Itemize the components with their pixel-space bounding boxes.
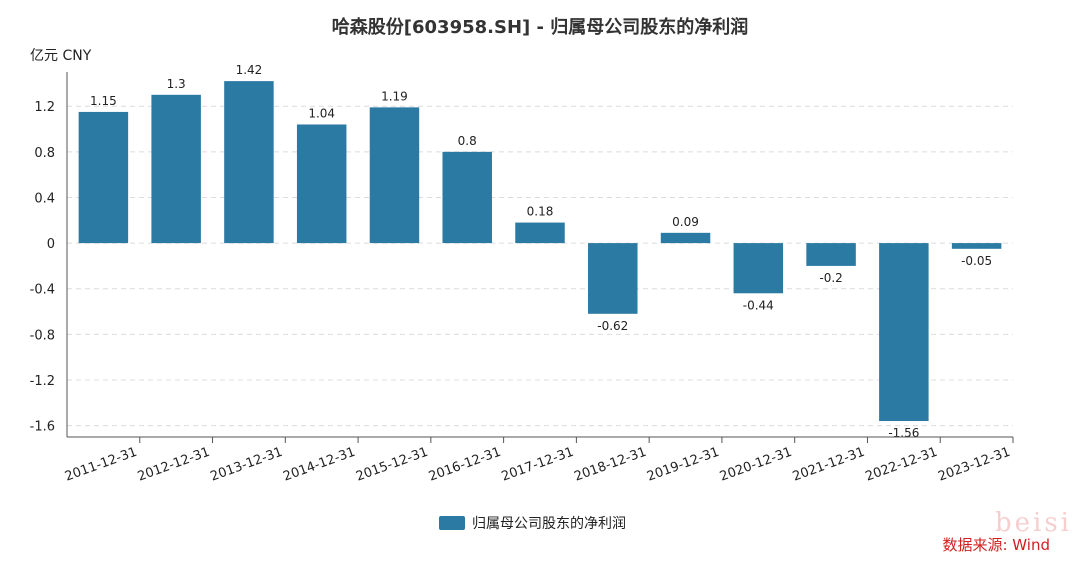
bar-2014-12-31[interactable]	[296, 124, 347, 244]
chart-title: 哈森股份[603958.SH] - 归属母公司股东的净利润	[332, 16, 748, 38]
bar-2021-12-31[interactable]	[806, 243, 856, 266]
data-label-2011-12-31: 1.15	[90, 94, 117, 108]
bars-group: 1.15 1.3 1.42 1.04 1.19 0.8 0.18 -0.62 0.09 -0.44…	[78, 63, 1002, 440]
x-tick-label: 2020-12-31	[718, 445, 794, 485]
bar-2016-12-31[interactable]	[442, 151, 492, 244]
x-tick-label: 2013-12-31	[209, 445, 285, 485]
bar-2022-12-31[interactable]	[879, 243, 929, 422]
bar-2013-12-31[interactable]	[224, 81, 274, 244]
bar-2011-12-31[interactable]	[78, 111, 129, 244]
watermark: beisi	[994, 508, 1072, 538]
bar-2012-12-31[interactable]	[151, 94, 201, 244]
data-label-2013-12-31: 1.42	[236, 63, 263, 77]
data-label-2015-12-31: 1.19	[381, 89, 408, 103]
y-tick-label: -0.8	[30, 328, 55, 343]
data-label-2014-12-31: 1.04	[308, 106, 335, 120]
bar-2018-12-31[interactable]	[588, 243, 638, 314]
x-tick-label: 2018-12-31	[572, 445, 648, 485]
data-label-2020-12-31: -0.44	[743, 298, 774, 312]
y-tick-label: -0.4	[30, 283, 55, 298]
grid-lines	[67, 105, 1013, 427]
legend[interactable]: 归属母公司股东的净利润	[439, 515, 626, 532]
x-tick-label: 2012-12-31	[136, 445, 212, 485]
x-tick-label: 2019-12-31	[645, 445, 721, 485]
data-label-2012-12-31: 1.3	[167, 77, 186, 91]
data-label-2019-12-31: 0.09	[672, 215, 699, 229]
legend-label[interactable]: 归属母公司股东的净利润	[472, 515, 626, 532]
y-tick-label: 0	[47, 237, 55, 252]
bar-2023-12-31[interactable]	[951, 243, 1002, 249]
bar-2019-12-31[interactable]	[660, 232, 711, 244]
y-tick-label: 0.8	[34, 146, 55, 161]
bar-2017-12-31[interactable]	[515, 222, 565, 244]
legend-swatch[interactable]	[439, 516, 465, 530]
y-tick-label: -1.2	[30, 374, 55, 389]
data-label-2017-12-31: 0.18	[527, 205, 554, 219]
data-label-2016-12-31: 0.8	[458, 134, 477, 148]
x-axis: 2011-12-312012-12-312013-12-312014-12-31…	[63, 436, 1014, 485]
y-axis-unit-label: 亿元 CNY	[30, 48, 92, 64]
x-tick-label: 2021-12-31	[791, 445, 867, 485]
y-tick-label: 0.4	[34, 191, 55, 206]
x-tick-label: 2022-12-31	[863, 445, 939, 485]
y-tick-label: 1.2	[34, 100, 55, 115]
x-tick-label: 2023-12-31	[936, 445, 1012, 485]
source-note: 数据来源: Wind	[942, 536, 1050, 554]
y-tick-label: -1.6	[30, 420, 55, 435]
bar-2015-12-31[interactable]	[369, 107, 420, 244]
x-tick-label: 2016-12-31	[427, 445, 503, 485]
bar-2020-12-31[interactable]	[733, 243, 784, 294]
x-tick-label: 2014-12-31	[281, 445, 357, 485]
data-label-2023-12-31: -0.05	[961, 254, 992, 268]
data-label-2018-12-31: -0.62	[597, 319, 628, 333]
x-tick-label: 2011-12-31	[63, 445, 139, 485]
y-axis: 1.2 0.8 0.4 0 -0.4 -0.8 -1.2 -1.6	[30, 72, 68, 437]
data-label-2022-12-31: -1.56	[888, 426, 919, 440]
x-tick-label: 2017-12-31	[500, 445, 576, 485]
data-label-2021-12-31: -0.2	[819, 271, 842, 285]
x-tick-label: 2015-12-31	[354, 445, 430, 485]
